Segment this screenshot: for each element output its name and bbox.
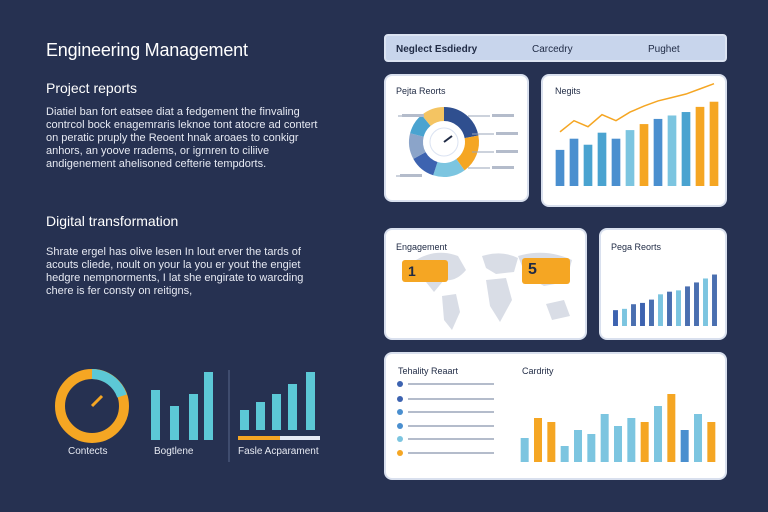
donut-slice [410,115,432,138]
bar [613,310,618,326]
bar [611,138,621,186]
label-placeholder [400,174,422,177]
divider [228,370,230,462]
bar [639,124,649,186]
tab-neglect[interactable]: Neglect Esdiedry [396,44,478,55]
mini-label-bogtlene: Bogtlene [154,446,194,457]
bar [680,430,689,462]
bar [703,278,708,326]
bar [597,132,607,186]
bar [654,406,662,462]
bar [587,434,596,462]
bar [625,130,635,186]
bar [560,446,569,462]
world-map-icon [416,252,572,330]
engagement-badge-five: 5 [522,258,570,284]
bar [707,422,716,462]
bar [649,299,654,326]
bar [583,144,593,186]
donut-chart [396,107,518,177]
legend-list [397,381,494,456]
bar-chart [613,274,717,326]
badge-value: 1 [408,263,416,279]
digital-transformation-text: Shrate ergel has olive lesen In lout erv… [46,246,304,297]
label-placeholder [492,114,514,117]
bar [667,291,672,326]
bar [600,414,609,462]
mini-label-fasle: Fasle Acparament [238,446,319,457]
bar [574,430,582,462]
donut-slice [455,135,479,171]
bar [681,112,691,186]
card-title: Tehality Reaart [398,366,459,376]
project-reports-card[interactable]: Pejta Reorts [384,74,529,202]
page-title: Engineering Management [46,40,248,60]
gauge-icon [55,369,129,443]
tab-pughet[interactable]: Pughet [648,44,680,55]
donut-slice [433,158,465,177]
project-reports-heading: Project reports [46,80,138,96]
digital-transformation-heading: Digital transformation [46,213,179,229]
badge-value: 5 [528,261,537,278]
label-placeholder [496,132,518,135]
card-title: Pejta Reorts [396,86,446,96]
bar [676,290,681,326]
card-title: Negits [555,86,581,96]
mini-label-contects: Contects [68,446,108,457]
bar-chart-icon [238,372,320,440]
bar [694,414,702,462]
bar [667,115,677,186]
engagement-badge-one: 1 [402,260,448,282]
bar [547,422,556,462]
tehality-card[interactable]: Tehality Reaart Cardrity [384,352,727,480]
bar [631,304,636,326]
bar [658,294,663,326]
bar [695,106,705,186]
bar [614,426,622,462]
donut-slice [421,107,445,127]
tab-bar: Neglect Esdiedry Carcedry Pughet [384,34,727,62]
label-placeholder [496,150,518,153]
card-title: Engagement [396,242,448,252]
bar [640,302,645,326]
bar [555,149,565,186]
project-reports-text: Diatiel ban fort eatsee diat a fedgement… [46,106,318,170]
label-placeholder [492,166,514,169]
bar [653,118,663,186]
bar [534,418,542,462]
card-title: Pega Reorts [611,242,662,252]
donut-slice [409,133,426,159]
gauge-needle [443,135,453,143]
bar-chart [555,83,719,186]
pega-reports-card[interactable]: Pega Reorts [599,228,727,340]
negits-card[interactable]: Negits [541,74,727,207]
bar [569,138,579,186]
bar [627,418,636,462]
tab-carcedry[interactable]: Carcedry [532,44,573,55]
bar [667,394,676,462]
donut-slice [413,151,438,176]
bar-chart [520,394,716,462]
bar [520,438,529,462]
bar [622,308,627,326]
bar-chart-icon [151,372,213,440]
card-title: Cardrity [522,366,554,376]
trend-line [559,83,715,133]
bar [712,274,717,326]
bar [709,101,719,186]
donut-slice [443,107,479,139]
bar [640,422,649,462]
bar [694,282,699,326]
bar [685,286,690,326]
engagement-card[interactable]: Engagement 1 5 [384,228,587,340]
label-placeholder [402,114,424,117]
